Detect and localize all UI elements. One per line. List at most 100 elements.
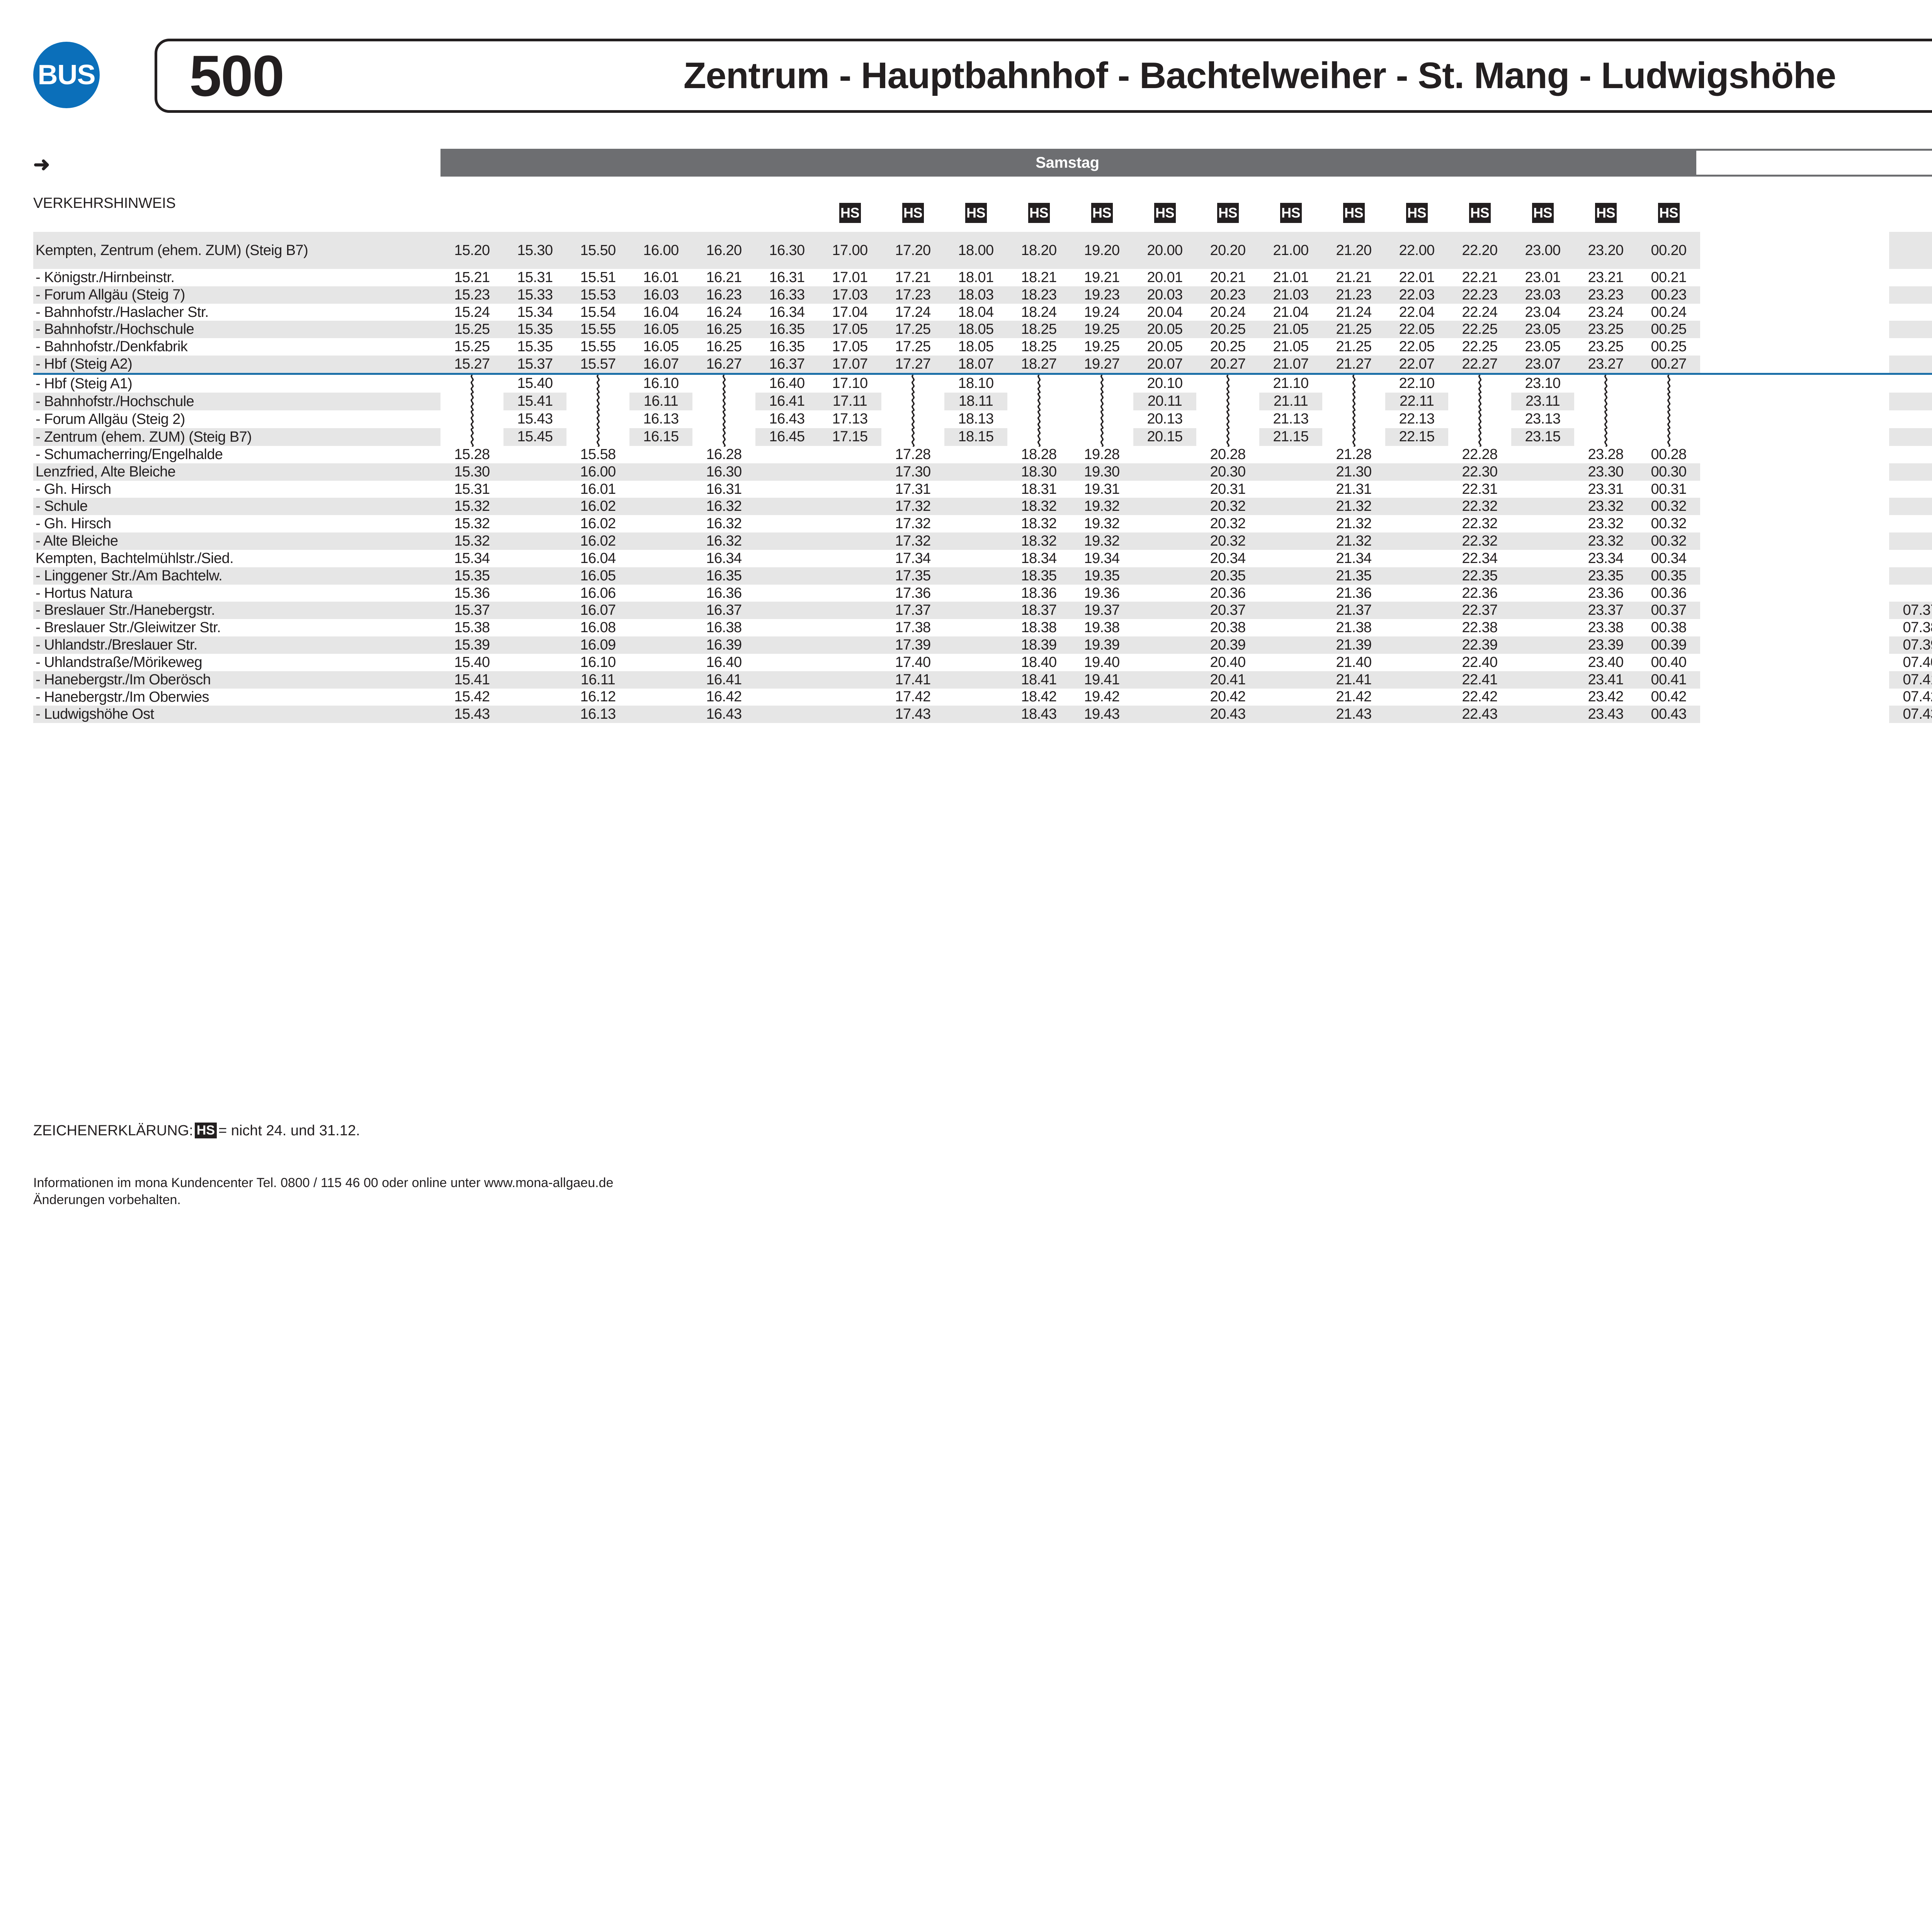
time-cell	[755, 585, 818, 602]
time-cell: 22.11	[1385, 392, 1448, 410]
time-cell	[1637, 428, 1700, 447]
time-cell	[1511, 498, 1574, 515]
time-cell: 07.41	[1889, 671, 1932, 689]
time-cell: 21.05	[1259, 321, 1322, 339]
time-cell	[1763, 671, 1826, 689]
time-cell	[818, 515, 881, 532]
time-cell	[818, 619, 881, 636]
stop-name: Kempten, Zentrum (ehem. ZUM) (Steig B7)	[33, 232, 440, 269]
time-cell: 19.24	[1084, 304, 1120, 320]
time-cell: 23.34	[1588, 550, 1624, 566]
time-cell: 23.32	[1588, 515, 1624, 532]
no-service-squiggle-icon	[1637, 374, 1700, 393]
time-cell: 22.00	[1385, 232, 1448, 269]
time-cell	[1385, 671, 1448, 689]
no-service-squiggle-icon	[566, 374, 629, 393]
time-cell: 23.01	[1525, 269, 1561, 286]
time-cell	[1763, 446, 1826, 463]
table-row: - Gh. Hirsch 15.31 16.01 16.31 17.31 18.31 19.…	[33, 481, 1932, 498]
time-cell: 15.45	[503, 428, 566, 446]
time-cell: 21.07	[1259, 356, 1322, 373]
time-cell	[503, 532, 566, 550]
no-service-squiggle-icon	[692, 374, 755, 393]
hs-marker-row: HSHSHSHSHSHSHSHSHSHSHSHSHSHSHSHSHSHS	[0, 203, 1932, 226]
time-cell: 00.43	[1637, 706, 1700, 723]
time-cell	[1700, 356, 1763, 373]
stop-name: - Bahnhofstr./Hochschule	[33, 321, 440, 339]
time-cell	[755, 636, 818, 654]
time-cell: 23.37	[1574, 602, 1637, 619]
time-cell: 19.31	[1084, 481, 1120, 497]
time-cell: 00.28	[1651, 446, 1687, 463]
time-cell: 16.27	[692, 356, 755, 373]
time-cell: 15.50	[566, 232, 629, 269]
time-cell	[1133, 446, 1196, 463]
time-cell	[629, 515, 692, 532]
no-service-squiggle-icon	[1574, 392, 1637, 411]
stop-name: - Hanebergstr./Im Oberösch	[33, 671, 440, 689]
time-cell	[629, 636, 692, 654]
time-cell	[1826, 550, 1889, 567]
time-cell	[1826, 567, 1889, 585]
time-cell: 17.31	[895, 481, 931, 497]
time-cell	[1133, 481, 1196, 498]
section-separator	[33, 372, 1932, 375]
time-cell: 22.37	[1448, 602, 1511, 619]
time-cell	[1763, 410, 1826, 428]
time-cell: 16.30	[755, 232, 818, 269]
hs-marker: HS	[1280, 203, 1302, 223]
time-cell	[1259, 481, 1322, 498]
time-cell	[1259, 463, 1322, 481]
time-cell: 16.02	[580, 515, 616, 532]
time-cell: 15.35	[440, 567, 503, 585]
page-title: Zentrum - Hauptbahnhof - Bachtelweiher -…	[683, 55, 1836, 96]
time-cell: 21.25	[1336, 339, 1372, 355]
time-cell	[1133, 602, 1196, 619]
time-cell	[503, 636, 566, 654]
time-cell	[503, 689, 566, 706]
time-cell: 18.05	[958, 339, 994, 355]
time-cell	[1385, 585, 1448, 602]
time-cell	[1763, 706, 1826, 723]
time-cell	[629, 532, 692, 550]
time-cell	[818, 463, 881, 481]
table-row: - Schumacherring/Engelhalde 15.28 15.58 16.…	[33, 446, 1932, 463]
time-cell: 16.35	[769, 339, 805, 355]
time-cell	[881, 410, 944, 429]
time-cell	[1511, 671, 1574, 689]
time-cell	[1637, 410, 1700, 429]
time-cell: 19.37	[1070, 602, 1133, 619]
hs-marker: HS	[902, 203, 924, 223]
time-cell	[944, 602, 1007, 619]
time-cell	[1511, 446, 1574, 463]
time-cell: 16.37	[755, 356, 818, 373]
time-cell: 20.39	[1196, 636, 1259, 654]
time-cell: 21.38	[1336, 619, 1372, 636]
legend-prefix: ZEICHENERKLÄRUNG:	[33, 1123, 193, 1139]
time-cell	[1826, 654, 1889, 671]
time-cell	[1826, 636, 1889, 654]
time-cell: 16.10	[580, 654, 616, 670]
time-cell: 20.25	[1196, 321, 1259, 339]
time-cell	[1763, 654, 1826, 671]
time-cell: 16.34	[769, 304, 805, 320]
time-cell	[1826, 286, 1889, 304]
time-cell	[1259, 446, 1322, 463]
time-cell	[1889, 463, 1932, 481]
time-cell	[1700, 567, 1763, 585]
time-cell: 15.35	[517, 339, 553, 355]
time-cell	[1889, 532, 1932, 550]
time-cell: 16.43	[692, 706, 755, 723]
time-cell	[1133, 689, 1196, 706]
time-cell	[1133, 498, 1196, 515]
table-row: - Hbf (Steig A2) 15.27 15.37 15.57 16.07 16.2…	[33, 356, 1932, 373]
time-cell	[1511, 619, 1574, 636]
time-cell: 20.27	[1196, 356, 1259, 373]
time-cell: 07.38	[1903, 619, 1932, 636]
time-cell: 15.41	[440, 671, 503, 689]
time-cell: 23.32	[1574, 532, 1637, 550]
time-cell: 16.08	[580, 619, 616, 636]
verkehrshinweis-label: VERKEHRSHINWEIS	[33, 195, 176, 211]
time-cell	[818, 671, 881, 689]
time-cell: 16.21	[706, 269, 742, 286]
